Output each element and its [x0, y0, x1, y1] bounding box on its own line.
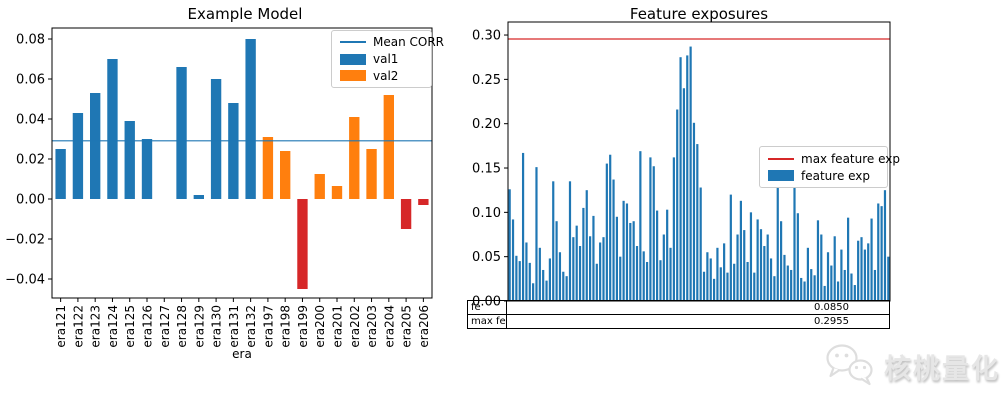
svg-text:0.10: 0.10	[472, 206, 501, 221]
svg-text:era197: era197	[261, 305, 275, 348]
svg-text:−0.02: −0.02	[5, 233, 45, 248]
val2-swatch	[340, 70, 366, 82]
svg-text:era206: era206	[417, 305, 431, 348]
svg-text:era199: era199	[296, 305, 310, 348]
legend-label: max feature exp	[801, 151, 900, 166]
example-model-title: Example Model	[187, 5, 303, 23]
svg-text:0.00: 0.00	[16, 193, 45, 208]
watermark: 核桃量化	[824, 342, 1000, 390]
svg-text:era121: era121	[54, 305, 68, 348]
svg-text:0.02: 0.02	[16, 153, 45, 168]
fe-table-row: max fe 0.2955	[468, 314, 889, 328]
svg-text:0.15: 0.15	[472, 162, 501, 177]
svg-text:0.00: 0.00	[472, 295, 501, 310]
svg-text:era200: era200	[313, 305, 327, 348]
svg-text:0.25: 0.25	[472, 73, 501, 88]
svg-text:0.05: 0.05	[472, 250, 501, 265]
svg-text:era125: era125	[123, 305, 137, 348]
svg-text:0.20: 0.20	[472, 117, 501, 132]
svg-text:era201: era201	[331, 305, 345, 348]
fe-row-value: 0.0850	[814, 302, 849, 313]
svg-text:era126: era126	[141, 305, 155, 348]
svg-text:era198: era198	[279, 305, 293, 348]
svg-text:era203: era203	[365, 305, 379, 348]
legend-item-val1: val1	[332, 51, 431, 68]
max-fe-row-label: max fe	[468, 315, 507, 328]
legend-item-mean-corr: Mean CORR	[332, 34, 444, 51]
fe-table-row: fe 0.0850	[468, 301, 889, 314]
svg-text:0.30: 0.30	[472, 29, 501, 44]
fe-row-label: fe	[468, 301, 507, 314]
feature-exposures-title: Feature exposures	[629, 5, 769, 23]
svg-text:era122: era122	[71, 305, 85, 348]
legend-item-max-feature-exp: max feature exp	[760, 150, 900, 167]
mean-corr-line-sample	[340, 41, 366, 44]
svg-text:era130: era130	[210, 305, 224, 348]
svg-text:era129: era129	[192, 305, 206, 348]
svg-text:era131: era131	[227, 305, 241, 348]
legend-item-feature-exp: feature exp	[760, 167, 887, 184]
example-model-legend: Mean CORR val1 val2	[331, 30, 444, 88]
svg-text:era205: era205	[400, 305, 414, 348]
fe-table: fe 0.0850 max fe 0.2955	[467, 300, 890, 329]
svg-text:era202: era202	[348, 305, 362, 348]
feature-exp-swatch	[768, 170, 794, 181]
legend-label: val2	[373, 68, 399, 83]
legend-label: val1	[373, 52, 399, 66]
max-fe-row-value: 0.2955	[814, 316, 849, 327]
svg-text:era124: era124	[106, 305, 120, 348]
validation-stats: Val CORR: 0.0291 Val Sharpe: 0.9608	[4, 369, 128, 409]
svg-text:era204: era204	[382, 305, 396, 348]
svg-text:era: era	[232, 347, 252, 361]
svg-text:0.04: 0.04	[16, 113, 45, 128]
watermark-text: 核桃量化	[884, 353, 1000, 385]
svg-text:−0.04: −0.04	[5, 273, 45, 288]
feature-exposures-legend: max feature exp feature exp	[759, 146, 900, 188]
legend-item-val2: val2	[332, 67, 431, 84]
max-feature-exp-line-sample	[768, 157, 794, 160]
svg-text:era132: era132	[244, 305, 258, 348]
svg-text:0.08: 0.08	[16, 33, 45, 48]
svg-text:era127: era127	[158, 305, 172, 348]
val1-swatch	[340, 53, 366, 65]
legend-label: Mean CORR	[373, 35, 445, 50]
svg-text:era123: era123	[89, 305, 103, 348]
svg-text:0.06: 0.06	[16, 73, 45, 88]
wechat-icon	[826, 344, 873, 386]
svg-text:era128: era128	[175, 305, 189, 348]
legend-label: feature exp	[801, 168, 871, 183]
